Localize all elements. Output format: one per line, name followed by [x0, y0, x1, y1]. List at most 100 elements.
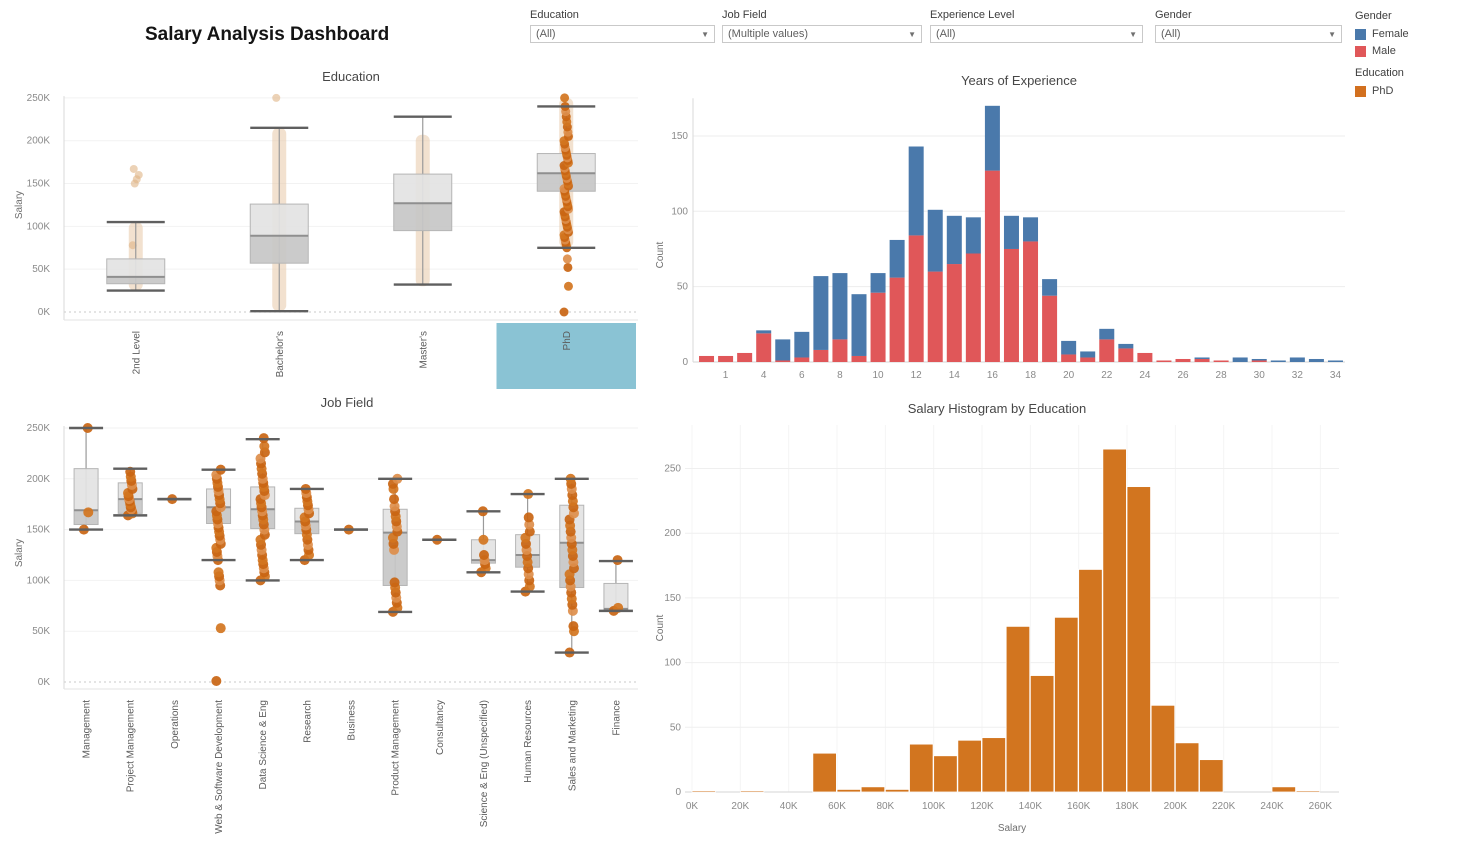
mark-dot[interactable] [479, 550, 490, 560]
mark-dot[interactable] [215, 623, 226, 634]
legend-item-male[interactable]: Male [1355, 45, 1473, 57]
bar-segment-female[interactable] [775, 339, 791, 361]
box-upper[interactable] [74, 468, 99, 511]
filter-experience-level-dropdown[interactable]: (All) ▼ [930, 25, 1143, 43]
bar-segment-female[interactable] [1042, 279, 1058, 296]
bar-segment-female[interactable] [1270, 360, 1286, 362]
bar-segment-female[interactable] [965, 217, 981, 254]
histogram-bar[interactable] [1126, 486, 1151, 793]
bar-segment-female[interactable] [1080, 351, 1096, 358]
bar-segment-male[interactable] [775, 360, 791, 362]
category-label[interactable]: Web & Software Development [214, 700, 225, 834]
bar-segment-male[interactable] [908, 235, 924, 362]
bar-segment-female[interactable] [1099, 328, 1115, 340]
category-label[interactable]: Operations [170, 700, 181, 749]
mark-dot[interactable] [559, 307, 569, 317]
mark-dot[interactable] [478, 534, 489, 545]
bar-segment-male[interactable] [889, 277, 905, 362]
bar-segment-female[interactable] [1061, 340, 1077, 355]
mark-dot[interactable] [524, 519, 535, 530]
category-label[interactable]: Bachelor's [275, 331, 286, 377]
bar-segment-female[interactable] [889, 239, 905, 278]
faint-outlier-dot[interactable] [272, 93, 281, 102]
bar-segment-male[interactable] [965, 253, 981, 362]
faint-outlier-dot[interactable] [129, 164, 138, 173]
bar-segment-male[interactable] [1251, 360, 1267, 362]
bar-segment-male[interactable] [1137, 352, 1153, 362]
bar-segment-male[interactable] [794, 357, 810, 362]
filter-education-dropdown[interactable]: (All) ▼ [530, 25, 715, 43]
faint-outlier-dot[interactable] [128, 241, 137, 250]
histogram-bar[interactable] [739, 790, 765, 793]
histogram-bar[interactable] [1150, 704, 1176, 793]
bar-segment-male[interactable] [1213, 360, 1229, 362]
mark-dot[interactable] [563, 262, 573, 272]
mark-dot[interactable] [562, 254, 572, 264]
histogram-bar[interactable] [1078, 569, 1103, 793]
bar-segment-male[interactable] [870, 292, 886, 362]
bar-segment-male[interactable] [718, 355, 734, 362]
bar-segment-male[interactable] [1156, 360, 1172, 362]
bar-segment-male[interactable] [1023, 241, 1039, 362]
category-label[interactable]: Product Management [391, 700, 402, 796]
bar-segment-male[interactable] [832, 339, 848, 362]
mark-dot[interactable] [83, 507, 94, 518]
histogram-bar[interactable] [909, 743, 934, 793]
bar-segment-female[interactable] [927, 209, 943, 272]
histogram-bar[interactable] [1054, 616, 1079, 793]
bar-segment-male[interactable] [1042, 295, 1058, 362]
bar-segment-female[interactable] [1308, 358, 1324, 362]
histogram-bar[interactable] [933, 755, 958, 793]
box-upper[interactable] [250, 204, 309, 236]
histogram-bar[interactable] [1174, 742, 1200, 793]
category-label[interactable]: Finance [611, 700, 622, 736]
mark-dot[interactable] [259, 441, 270, 452]
mark-dot[interactable] [389, 577, 400, 588]
bar-segment-female[interactable] [832, 273, 848, 340]
bar-segment-female[interactable] [946, 215, 962, 265]
histogram-bar[interactable] [981, 737, 1006, 793]
category-label[interactable]: Consultancy [435, 700, 446, 755]
histogram-bar[interactable] [1199, 759, 1224, 793]
mark-dot[interactable] [389, 501, 400, 512]
bar-segment-male[interactable] [813, 349, 829, 362]
bar-segment-female[interactable] [870, 273, 886, 293]
category-label[interactable]: Project Management [126, 700, 137, 792]
mark-dot[interactable] [523, 512, 534, 523]
bar-segment-male[interactable] [984, 170, 1000, 362]
histogram-bar[interactable] [1102, 448, 1127, 793]
box-lower[interactable] [393, 203, 452, 231]
mark-dot[interactable] [211, 675, 222, 686]
bar-segment-male[interactable] [1099, 339, 1115, 362]
category-label[interactable]: Science & Eng (Unspecified) [479, 700, 490, 827]
highlighted-category-band[interactable] [496, 323, 637, 389]
filter-job-field-dropdown[interactable]: (Multiple values) ▼ [722, 25, 922, 43]
bar-segment-male[interactable] [1080, 357, 1096, 362]
category-label[interactable]: Research [302, 700, 313, 743]
box-upper[interactable] [106, 258, 165, 277]
histogram-bar[interactable] [860, 786, 886, 793]
histogram-bar[interactable] [1271, 786, 1296, 793]
category-label[interactable]: Master's [418, 331, 429, 368]
bar-segment-female[interactable] [908, 146, 924, 236]
histogram-bar[interactable] [836, 789, 861, 793]
bar-segment-female[interactable] [1118, 343, 1134, 349]
category-label[interactable]: Management [82, 700, 93, 759]
bar-segment-female[interactable] [813, 276, 829, 350]
bar-segment-male[interactable] [699, 355, 715, 362]
mark-dot[interactable] [524, 526, 535, 537]
bar-segment-female[interactable] [1194, 357, 1210, 359]
bar-segment-female[interactable] [756, 330, 772, 334]
category-label[interactable]: Sales and Marketing [567, 700, 578, 791]
category-label[interactable]: 2nd Level [131, 331, 142, 374]
bar-segment-female[interactable] [984, 105, 1000, 171]
histogram-bar[interactable] [1029, 675, 1055, 793]
bar-segment-female[interactable] [1232, 357, 1248, 362]
bar-segment-female[interactable] [1327, 360, 1343, 362]
legend-item-phd[interactable]: PhD [1355, 85, 1473, 97]
category-label[interactable]: Data Science & Eng [258, 700, 269, 790]
bar-segment-female[interactable] [1023, 217, 1039, 242]
category-label[interactable]: Human Resources [523, 700, 534, 783]
histogram-bar[interactable] [691, 790, 716, 793]
histogram-bar[interactable] [957, 739, 982, 793]
